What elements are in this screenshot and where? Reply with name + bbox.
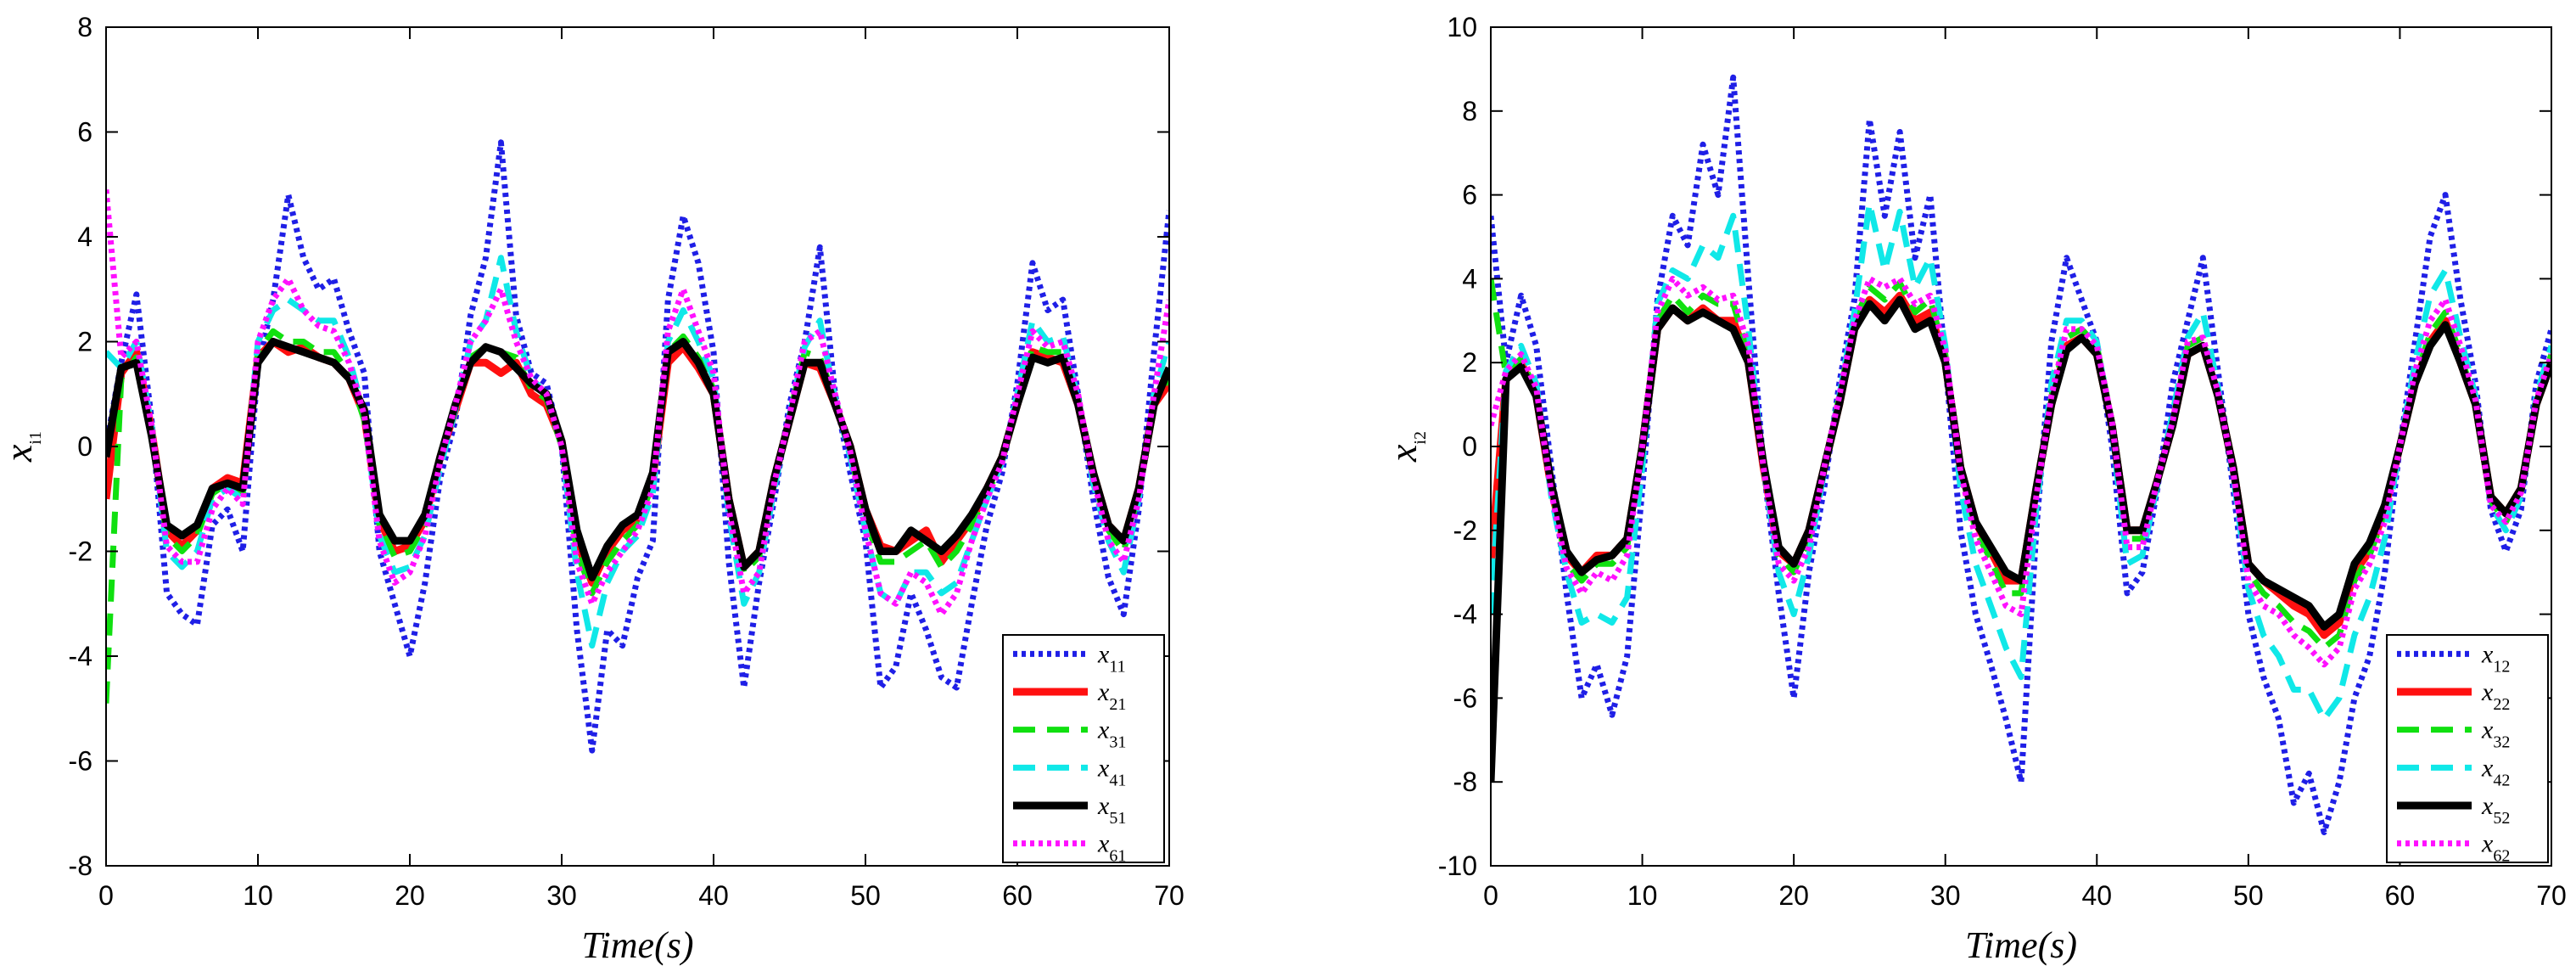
legend-label-x11: x11 xyxy=(1097,640,1126,676)
x-tick-label: 10 xyxy=(1627,880,1658,911)
y-tick-label: -10 xyxy=(1438,851,1477,881)
right-chart-panel: 0 10 20 30 40 50 60 70 -10 -8 -6 -4 -2 0 2 4 6 8 10 Time(s)… xyxy=(1381,12,2567,966)
x-axis-label: Time(s) xyxy=(582,924,694,966)
math-base: x xyxy=(0,444,40,463)
y-axis-label: xi1 xyxy=(0,431,45,463)
y-tick-label: 6 xyxy=(1462,180,1477,211)
math-base: x xyxy=(2481,792,2494,820)
legend-label-x22: x22 xyxy=(2481,678,2510,714)
legend-label-x51: x51 xyxy=(1097,792,1126,828)
y-tick-label: -4 xyxy=(1453,599,1477,630)
series-group xyxy=(106,139,1169,754)
x-tick-label: 0 xyxy=(1483,880,1498,911)
series-line-x51 xyxy=(106,338,1169,581)
math-base: x xyxy=(1097,754,1110,782)
y-tick-label: 6 xyxy=(77,117,92,148)
math-subscript: 11 xyxy=(1109,657,1125,676)
math-subscript: 21 xyxy=(1109,695,1126,714)
x-tick-label: 40 xyxy=(2081,880,2112,911)
math-base: x xyxy=(1097,792,1110,820)
y-tick-label: -4 xyxy=(69,641,92,671)
legend-label-x41: x41 xyxy=(1097,754,1126,789)
legend-label-x31: x31 xyxy=(1097,716,1126,752)
series-group xyxy=(1491,74,2551,835)
x-tick-label: 20 xyxy=(395,880,425,911)
series-line-x52 xyxy=(1491,295,2551,783)
math-subscript: 22 xyxy=(2493,695,2510,714)
x-tick-label: 30 xyxy=(546,880,577,911)
legend-label-x12: x12 xyxy=(2481,640,2510,676)
series-line-x12 xyxy=(1491,74,2551,835)
legend-label-x21: x21 xyxy=(1097,678,1126,714)
math-base: x xyxy=(1097,678,1110,706)
math-subscript: i1 xyxy=(26,431,45,445)
x-tick-label: 70 xyxy=(1154,880,1184,911)
y-tick-label: 10 xyxy=(1447,12,1477,42)
math-subscript: 42 xyxy=(2493,771,2510,789)
y-tick-label: -2 xyxy=(69,536,92,567)
legend-label-x61: x61 xyxy=(1097,830,1126,866)
y-axis-label: xi2 xyxy=(1381,431,1430,463)
math-subscript: 52 xyxy=(2493,809,2510,828)
math-base: x xyxy=(2481,830,2494,858)
legend-label-x62: x62 xyxy=(2481,830,2510,866)
y-tick-label: 8 xyxy=(1462,96,1477,126)
math-base: x xyxy=(1381,444,1425,463)
series-line-x42 xyxy=(1491,200,2551,722)
x-tick-label: 20 xyxy=(1778,880,1809,911)
y-tick-label: -6 xyxy=(1453,682,1477,713)
series-line-x62 xyxy=(1491,275,2551,668)
x-tick-label: 0 xyxy=(98,880,114,911)
y-tick-label: -2 xyxy=(1453,515,1477,546)
x-tick-label: 60 xyxy=(2385,880,2416,911)
y-tick-label: 2 xyxy=(77,327,92,357)
y-tick-label: 0 xyxy=(1462,431,1477,462)
x-tick-label: 50 xyxy=(850,880,881,911)
math-subscript: 61 xyxy=(1109,847,1126,866)
y-tick-label: 8 xyxy=(77,12,92,42)
x-tick-label: 50 xyxy=(2233,880,2264,911)
series-line-x61 xyxy=(106,189,1169,618)
y-tick-label: 4 xyxy=(1462,263,1477,294)
y-tick-label: 2 xyxy=(1462,347,1477,378)
legend-label-x32: x32 xyxy=(2481,716,2510,752)
y-tick-label: -8 xyxy=(69,851,92,881)
math-subscript: 31 xyxy=(1109,733,1126,752)
legend-label-x52: x52 xyxy=(2481,792,2510,828)
math-subscript: 51 xyxy=(1109,809,1126,828)
y-tick-label: 4 xyxy=(77,222,92,252)
math-base: x xyxy=(2481,716,2494,744)
x-axis-label: Time(s) xyxy=(1965,924,2077,966)
x-tick-label: 60 xyxy=(1002,880,1033,911)
math-subscript: 12 xyxy=(2493,657,2510,676)
math-base: x xyxy=(2481,678,2494,706)
math-subscript: i2 xyxy=(1411,431,1430,445)
y-tick-label: 0 xyxy=(77,431,92,462)
x-tick-label: 40 xyxy=(698,880,729,911)
x-tick-label: 10 xyxy=(243,880,273,911)
legend-label-x42: x42 xyxy=(2481,754,2510,789)
math-base: x xyxy=(1097,830,1110,858)
legend-box xyxy=(2386,634,2549,863)
math-base: x xyxy=(2481,754,2494,782)
math-subscript: 32 xyxy=(2493,733,2510,752)
legend-box xyxy=(1002,634,1165,863)
math-subscript: 41 xyxy=(1109,771,1126,789)
math-subscript: 62 xyxy=(2493,847,2510,866)
x-tick-label: 70 xyxy=(2536,880,2567,911)
math-base: x xyxy=(1097,640,1110,668)
left-chart-panel: 0 10 20 30 40 50 60 70-8-6-4-202468Time(s)xi1x1… xyxy=(0,12,1184,966)
math-base: x xyxy=(1097,716,1110,744)
series-line-x11 xyxy=(106,139,1169,754)
y-tick-label: -6 xyxy=(69,746,92,777)
series-line-x21 xyxy=(106,338,1169,587)
y-tick-label: -8 xyxy=(1453,766,1477,797)
math-base: x xyxy=(2481,640,2494,668)
x-tick-label: 30 xyxy=(1930,880,1961,911)
